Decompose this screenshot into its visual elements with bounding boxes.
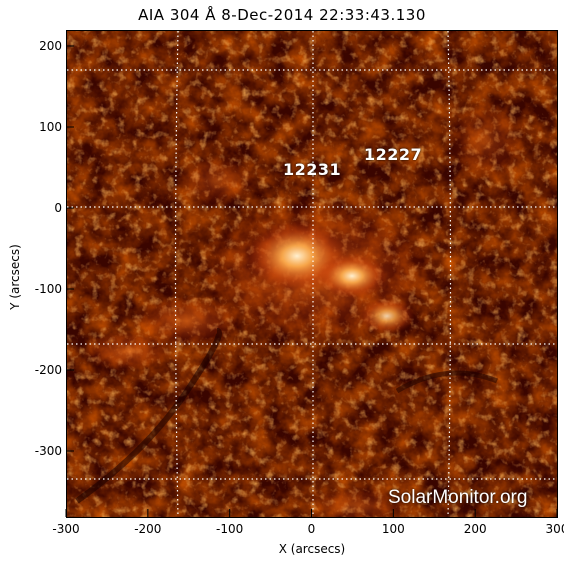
- x-tick-label: -100: [216, 522, 243, 536]
- x-tick-label: -200: [134, 522, 161, 536]
- region-label-12227: 12227: [364, 145, 423, 164]
- y-tick-label: -200: [35, 363, 62, 377]
- y-tick-label: 0: [54, 201, 62, 215]
- y-tick-label: -100: [35, 282, 62, 296]
- y-tick-label: 100: [39, 120, 62, 134]
- y-tick-label: -300: [35, 444, 62, 458]
- solar-image: [67, 31, 557, 517]
- x-axis-label: X (arcsecs): [278, 542, 346, 556]
- x-tick-label: -300: [52, 522, 79, 536]
- x-axis: -300 -200 -100 0 100 200 300: [52, 509, 564, 536]
- region-label-12231: 12231: [283, 160, 342, 179]
- solar-image-panel: [66, 30, 558, 518]
- x-tick-label: 200: [464, 522, 487, 536]
- y-axis: 200 100 0 -100 -200 -300: [35, 39, 74, 458]
- x-tick-label: 0: [308, 522, 316, 536]
- image-title: AIA 304 Å 8-Dec-2014 22:33:43.130: [138, 6, 426, 24]
- y-tick-label: 200: [39, 39, 62, 53]
- y-axis-label: Y (arcsecs): [8, 244, 22, 310]
- x-tick-label: 100: [382, 522, 405, 536]
- x-tick-label: 300: [546, 522, 564, 536]
- watermark-text: SolarMonitor.org: [388, 487, 528, 508]
